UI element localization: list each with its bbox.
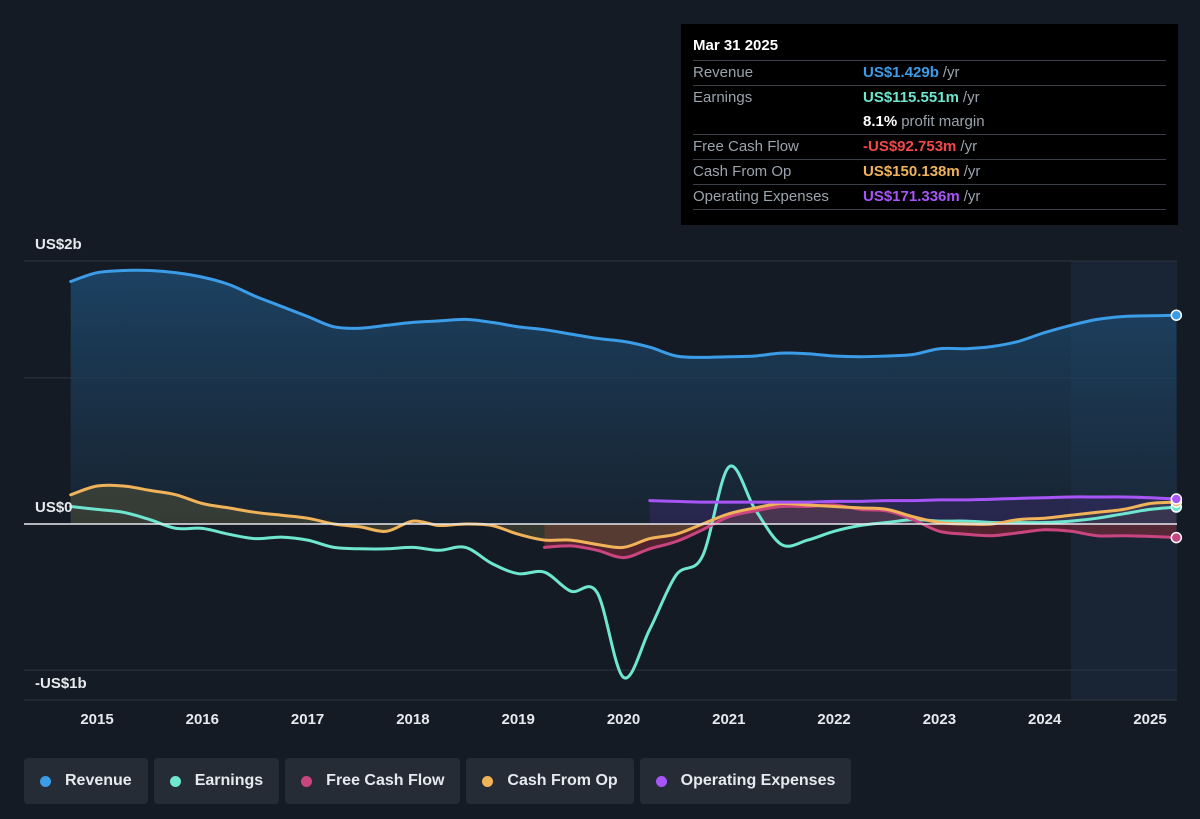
operating-expenses-line xyxy=(648,495,1178,504)
legend-dot-icon xyxy=(655,775,667,787)
legend-label: Earnings xyxy=(194,772,264,789)
tooltip-row-label xyxy=(693,110,863,134)
legend-item-earnings[interactable]: Earnings xyxy=(153,758,280,804)
x-tick-label: 2023 xyxy=(923,711,956,728)
tooltip-row: Operating Expenses US$171.336m/yr xyxy=(693,184,1166,209)
tooltip-row: Earnings US$115.551m/yr xyxy=(693,85,1166,110)
x-tick-label: 2019 xyxy=(502,711,535,728)
legend-item-free-cash-flow[interactable]: Free Cash Flow xyxy=(285,758,461,804)
tooltip-row: Free Cash Flow -US$92.753m/yr xyxy=(693,134,1166,159)
tooltip-bottom-rule xyxy=(693,209,1166,210)
tooltip-date: Mar 31 2025 xyxy=(693,37,779,54)
tooltip-row-unit: /yr xyxy=(942,64,960,81)
tooltip-row: Revenue US$1.429b/yr xyxy=(693,60,1166,85)
legend-item-revenue[interactable]: Revenue xyxy=(24,758,148,804)
tooltip-row-value: US$115.551m xyxy=(863,89,959,106)
tooltip-row-value: US$150.138m xyxy=(863,163,960,180)
x-tick-label: 2015 xyxy=(80,711,113,728)
tooltip-row-unit: /yr xyxy=(960,138,978,155)
revenue-endpoint xyxy=(1170,309,1183,321)
y-tick-label: US$2b xyxy=(35,236,82,253)
tooltip-row-unit: /yr xyxy=(963,188,981,205)
legend-dot-icon xyxy=(482,775,494,787)
operating-expenses-endpoint xyxy=(1170,493,1183,505)
x-axis-labels: 2015 2016 2017 2018 2019 2020 2021 2022 2023 2024… xyxy=(80,711,1166,728)
free-cash-flow-endpoint xyxy=(1170,531,1183,544)
x-tick-label: 2016 xyxy=(186,711,219,728)
revenue-area xyxy=(70,270,1177,524)
tooltip-row-value: -US$92.753m xyxy=(863,138,957,155)
legend-label: Operating Expenses xyxy=(680,772,836,789)
legend-label: Cash From Op xyxy=(507,772,618,789)
x-tick-label: 2024 xyxy=(1028,711,1062,728)
x-tick-label: 2025 xyxy=(1133,711,1166,728)
legend-dot-icon xyxy=(40,775,51,787)
x-tick-label: 2018 xyxy=(396,711,429,728)
tooltip-row-label: Cash From Op xyxy=(693,163,792,180)
y-axis-labels: US$2b US$0 -US$1b xyxy=(35,236,87,692)
x-tick-label: 2020 xyxy=(607,711,640,728)
tooltip-panel: Mar 31 2025 Revenue US$1.429b/yr Earnings U… xyxy=(681,24,1178,225)
legend-item-cash-from-op[interactable]: Cash From Op xyxy=(466,758,634,804)
legend-dot-icon xyxy=(169,775,181,787)
tooltip-row-value: 8.1% xyxy=(863,113,898,130)
legend-label: Revenue xyxy=(65,772,132,789)
x-tick-label: 2017 xyxy=(291,711,324,728)
legend: Revenue Earnings Free Cash Flow Cash From O… xyxy=(24,758,852,804)
revenue-line xyxy=(69,268,1178,359)
y-tick-label: US$0 xyxy=(35,499,73,516)
x-tick-label: 2022 xyxy=(817,711,850,728)
series-endpoints xyxy=(1170,309,1183,544)
tooltip-row-label: Revenue xyxy=(693,64,754,81)
legend-label: Free Cash Flow xyxy=(326,772,445,789)
tooltip-row-value: US$171.336m xyxy=(863,188,960,205)
tooltip-row-label: Operating Expenses xyxy=(693,188,829,205)
legend-dot-icon xyxy=(301,775,313,787)
legend-item-operating-expenses[interactable]: Operating Expenses xyxy=(639,758,852,804)
tooltip-row: Cash From Op US$150.138m/yr xyxy=(693,159,1166,184)
tooltip-rows: Revenue US$1.429b/yr Earnings US$115.551m/y… xyxy=(693,60,1166,209)
tooltip-row-unit: /yr xyxy=(963,163,981,180)
tooltip-row-value: US$1.429b xyxy=(863,64,939,81)
tooltip-row-unit: profit margin xyxy=(901,113,985,130)
tooltip-row-unit: /yr xyxy=(962,89,980,106)
tooltip-row-label: Free Cash Flow xyxy=(693,138,799,155)
series-fills xyxy=(70,270,1177,558)
tooltip-row-label: Earnings xyxy=(693,89,753,106)
y-tick-label: -US$1b xyxy=(35,675,87,692)
tooltip-row: 8.1% profit margin xyxy=(693,110,1166,134)
x-tick-label: 2021 xyxy=(712,711,745,728)
